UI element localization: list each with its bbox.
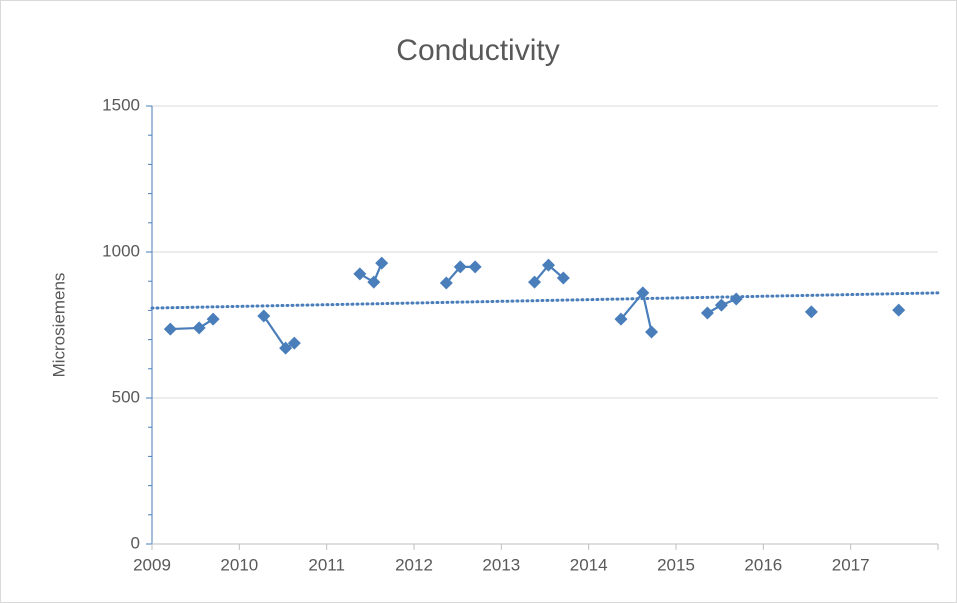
marker	[192, 321, 206, 335]
marker	[163, 322, 177, 336]
x-tick-label: 2015	[657, 555, 695, 574]
marker	[439, 276, 453, 290]
marker	[892, 303, 906, 317]
marker	[279, 341, 293, 355]
x-tick-label: 2016	[744, 555, 782, 574]
x-tick-label: 2017	[832, 555, 870, 574]
marker	[700, 306, 714, 320]
chart-title: Conductivity	[396, 34, 559, 67]
marker	[375, 256, 389, 270]
y-tick-label: 1500	[102, 95, 140, 114]
marker	[645, 325, 659, 339]
marker	[353, 267, 367, 281]
y-tick-label: 500	[112, 387, 140, 406]
x-tick-label: 2013	[482, 555, 520, 574]
marker	[541, 258, 555, 272]
x-tick-label: 2010	[220, 555, 258, 574]
marker	[453, 260, 467, 274]
marker	[287, 336, 301, 350]
x-tick-label: 2009	[133, 555, 171, 574]
marker	[257, 309, 271, 323]
x-tick-label: 2012	[395, 555, 433, 574]
marker	[614, 312, 628, 326]
marker	[714, 298, 728, 312]
x-tick-label: 2014	[570, 555, 608, 574]
marker	[206, 312, 220, 326]
marker	[556, 271, 570, 285]
y-axis-label: Microsiemens	[49, 273, 68, 378]
marker	[468, 260, 482, 274]
y-tick-label: 1000	[102, 241, 140, 260]
trendline	[150, 291, 940, 310]
marker	[729, 292, 743, 306]
marker	[636, 286, 650, 300]
marker	[804, 305, 818, 319]
marker	[528, 275, 542, 289]
x-tick-label: 2011	[308, 555, 345, 574]
y-tick-label: 0	[131, 533, 140, 552]
marker	[367, 275, 381, 289]
